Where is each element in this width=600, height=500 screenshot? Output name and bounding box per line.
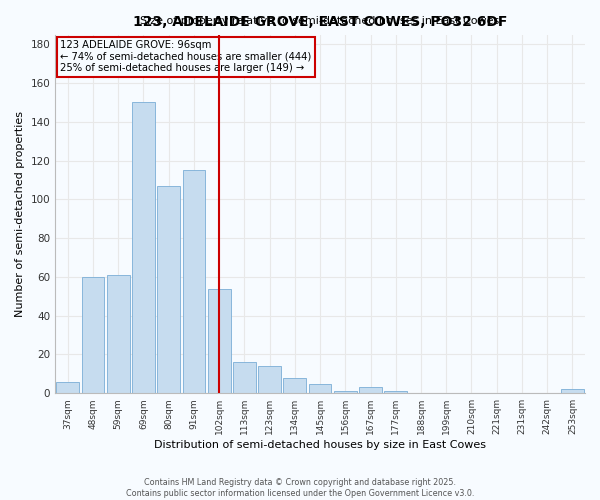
Bar [182, 170, 205, 393]
Bar [334, 392, 356, 393]
Bar [132, 102, 155, 393]
Bar [107, 275, 130, 393]
Bar [283, 378, 306, 393]
Bar [208, 288, 230, 393]
Bar [385, 392, 407, 393]
Bar [82, 277, 104, 393]
Text: 123 ADELAIDE GROVE: 96sqm
← 74% of semi-detached houses are smaller (444)
25% of: 123 ADELAIDE GROVE: 96sqm ← 74% of semi-… [61, 40, 312, 73]
Title: 123, ADELAIDE GROVE, EAST COWES, PO32 6DF: 123, ADELAIDE GROVE, EAST COWES, PO32 6D… [133, 16, 507, 30]
Bar [233, 362, 256, 393]
Bar [56, 382, 79, 393]
Y-axis label: Number of semi-detached properties: Number of semi-detached properties [15, 111, 25, 317]
X-axis label: Distribution of semi-detached houses by size in East Cowes: Distribution of semi-detached houses by … [154, 440, 486, 450]
Bar [309, 384, 331, 393]
Bar [157, 186, 180, 393]
Text: Size of property relative to semi-detached houses in East Cowes: Size of property relative to semi-detach… [140, 16, 500, 26]
Text: Contains HM Land Registry data © Crown copyright and database right 2025.
Contai: Contains HM Land Registry data © Crown c… [126, 478, 474, 498]
Bar [359, 388, 382, 393]
Bar [258, 366, 281, 393]
Bar [561, 390, 584, 393]
